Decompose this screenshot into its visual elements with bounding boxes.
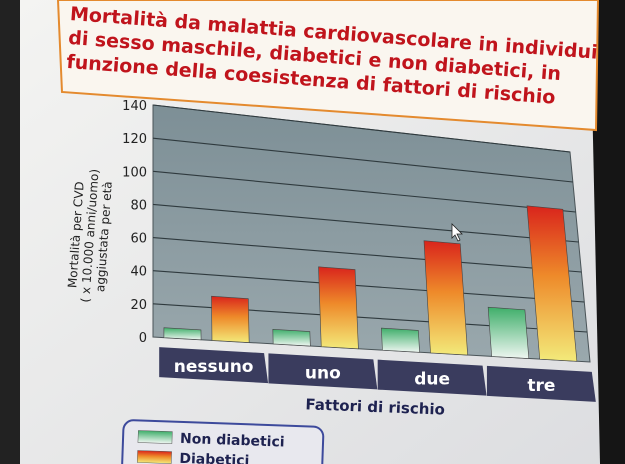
y-axis-ticks: 0 20 40 60 80 100 120 140 bbox=[122, 99, 147, 346]
mouse-cursor-icon bbox=[451, 223, 463, 242]
category-box bbox=[486, 365, 596, 402]
category-box bbox=[377, 359, 487, 396]
legend-swatch-diabetici bbox=[136, 450, 172, 464]
x-tick-label: tre bbox=[527, 376, 555, 396]
x-axis-categories: nessuno uno due tre bbox=[159, 347, 596, 402]
bar-diabetici bbox=[526, 205, 578, 362]
bar-diabetici bbox=[423, 240, 468, 356]
left-dark-edge bbox=[0, 0, 20, 464]
y-tick-label: 100 bbox=[122, 165, 147, 180]
x-tick-label: nessuno bbox=[174, 357, 254, 377]
bar-diabetici bbox=[211, 295, 250, 343]
legend-label-diabetici: Diabetici bbox=[179, 451, 250, 464]
x-axis-label: Fattori di rischio bbox=[305, 395, 445, 418]
bar-non-diabetici bbox=[163, 327, 202, 341]
bar-non-diabetici bbox=[272, 329, 311, 347]
x-tick-label: uno bbox=[305, 363, 341, 383]
y-tick-label: 20 bbox=[130, 298, 147, 313]
legend-label-non-diabetici: Non diabetici bbox=[180, 431, 285, 451]
gridline bbox=[152, 104, 571, 153]
y-tick-label: 0 bbox=[139, 331, 147, 346]
legend: Non diabetici Diabetici bbox=[120, 419, 325, 464]
gridline bbox=[152, 270, 585, 303]
legend-swatch-non-diabetici bbox=[137, 430, 173, 444]
gridline bbox=[152, 137, 573, 183]
category-box bbox=[268, 353, 378, 390]
y-tick-label: 60 bbox=[130, 232, 147, 247]
x-tick-label: due bbox=[414, 370, 450, 390]
y-tick-label: 120 bbox=[122, 132, 147, 147]
y-axis-label: Mortalità per CVD ( x 10.000 anni/uomo) … bbox=[65, 168, 114, 302]
title-box bbox=[56, 0, 600, 132]
y-tick-label: 40 bbox=[130, 265, 147, 280]
gridline bbox=[152, 203, 579, 243]
bar-non-diabetici bbox=[381, 327, 420, 353]
category-box bbox=[159, 347, 269, 384]
right-dark-edge bbox=[590, 0, 625, 464]
gridline bbox=[152, 170, 576, 213]
bar-diabetici bbox=[318, 266, 359, 350]
bars bbox=[163, 205, 578, 362]
y-tick-label: 80 bbox=[130, 198, 147, 213]
y-tick-label: 140 bbox=[122, 99, 147, 114]
bar-non-diabetici bbox=[487, 306, 530, 359]
gridline bbox=[152, 237, 582, 273]
